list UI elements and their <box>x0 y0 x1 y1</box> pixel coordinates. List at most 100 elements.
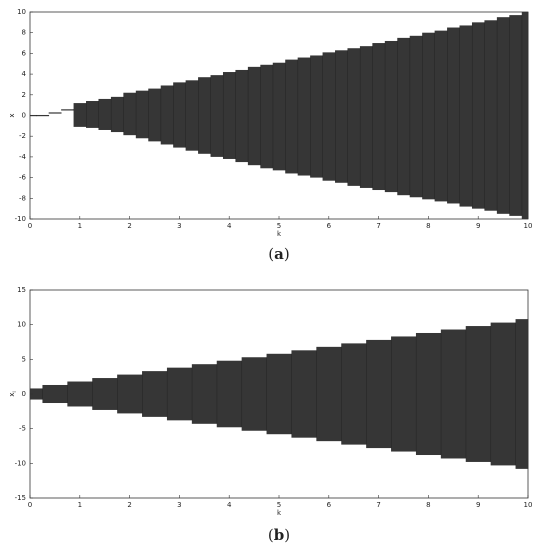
y-tick-label: 5 <box>22 355 26 363</box>
point-band <box>465 326 492 462</box>
x-tick-label: 0 <box>28 222 32 230</box>
point-band <box>409 35 423 198</box>
point-band <box>198 77 211 154</box>
y-axis-label: x <box>8 113 16 117</box>
caption-letter: a <box>274 245 284 263</box>
point-band <box>347 48 361 186</box>
point-band <box>272 62 286 171</box>
y-axis-label-main: x <box>8 393 16 397</box>
y-tick-label: -8 <box>19 194 26 202</box>
point-band <box>521 12 529 219</box>
point-band <box>148 88 162 142</box>
x-axis-label: k <box>277 509 282 517</box>
point-band <box>42 384 68 404</box>
point-band <box>67 381 93 407</box>
point-band <box>515 319 529 469</box>
x-tick-label: 4 <box>227 501 232 509</box>
point-band <box>123 92 137 136</box>
point-band <box>447 27 460 204</box>
point-band <box>191 364 218 424</box>
point-band <box>359 46 373 188</box>
point-band <box>210 75 224 157</box>
caption-letter: b <box>274 526 285 544</box>
point-band <box>496 17 510 214</box>
x-axis-label: k <box>277 230 282 238</box>
point-band <box>30 114 37 117</box>
point-band <box>384 40 398 193</box>
point-band <box>285 59 299 174</box>
x-tick-label: 3 <box>177 501 181 509</box>
point-band <box>247 66 261 166</box>
point-band <box>440 329 467 459</box>
point-band <box>135 90 149 139</box>
point-band <box>471 22 485 209</box>
point-band <box>397 37 411 196</box>
y-tick-label: -15 <box>15 494 26 502</box>
y-tick-label: 8 <box>22 29 26 37</box>
y-tick-label: 0 <box>22 390 26 398</box>
caption-open: ( <box>268 245 274 263</box>
point-band <box>73 103 87 127</box>
point-band <box>316 346 342 442</box>
x-tick-label: 3 <box>177 222 181 230</box>
caption-close: ) <box>284 245 290 263</box>
point-band <box>310 55 323 178</box>
point-band <box>216 360 243 428</box>
x-tick-label: 6 <box>327 222 332 230</box>
x-tick-label: 10 <box>524 501 533 509</box>
y-tick-label: 6 <box>22 49 27 57</box>
point-band <box>185 80 199 151</box>
point-band <box>241 357 267 431</box>
point-band <box>86 101 99 128</box>
point-band <box>484 20 498 211</box>
caption-open: ( <box>268 526 274 544</box>
y-axis-label-main: x <box>8 113 16 117</box>
point-band <box>366 339 392 449</box>
point-band <box>173 82 187 148</box>
point-band <box>341 343 367 445</box>
y-tick-label: 10 <box>17 321 26 329</box>
point-band <box>459 25 473 207</box>
point-band <box>391 336 417 452</box>
y-tick-label: 10 <box>17 8 26 16</box>
point-band <box>142 371 168 417</box>
point-band <box>36 114 50 117</box>
y-tick-label: -10 <box>15 459 26 467</box>
point-band <box>160 85 174 145</box>
point-band <box>92 378 118 410</box>
y-tick-label: 0 <box>22 112 26 120</box>
x-tick-label: 6 <box>327 501 332 509</box>
chart: 0 1 2 3 4 5 6 7 8 9 10 -10 -8 -6 -4 -2 0 2 4 6 8 10 k x (a) <box>8 8 532 263</box>
point-band <box>266 353 292 435</box>
point-band <box>222 72 236 159</box>
x-tick-label: 1 <box>78 222 82 230</box>
chart: 0 1 2 3 4 5 6 7 8 9 10 -15 -10 -5 0 5 10 15 k xi (b) <box>8 286 532 544</box>
x-tick-label: 1 <box>78 501 82 509</box>
point-band <box>166 367 193 421</box>
caption: (a) <box>268 245 289 263</box>
point-band <box>372 43 386 191</box>
y-tick-label: -4 <box>19 153 27 161</box>
point-band <box>30 388 43 400</box>
point-band <box>48 112 62 114</box>
x-tick-label: 4 <box>227 222 232 230</box>
x-tick-label: 7 <box>376 501 380 509</box>
y-axis-label: xi <box>8 391 18 397</box>
point-band <box>117 374 143 414</box>
point-band <box>235 69 249 163</box>
x-tick-label: 5 <box>277 222 281 230</box>
y-tick-label: 4 <box>22 70 27 78</box>
point-band <box>415 332 442 456</box>
point-band <box>260 64 274 169</box>
y-tick-label: 2 <box>22 91 26 99</box>
x-tick-label: 0 <box>28 501 32 509</box>
x-tick-label: 9 <box>476 222 480 230</box>
x-tick-label: 8 <box>426 222 430 230</box>
point-band <box>335 50 348 183</box>
point-band <box>322 52 336 181</box>
point-band <box>490 322 516 466</box>
point-band <box>509 15 523 216</box>
x-tick-label: 10 <box>524 222 533 230</box>
point-band <box>422 32 436 200</box>
point-band <box>297 57 311 176</box>
